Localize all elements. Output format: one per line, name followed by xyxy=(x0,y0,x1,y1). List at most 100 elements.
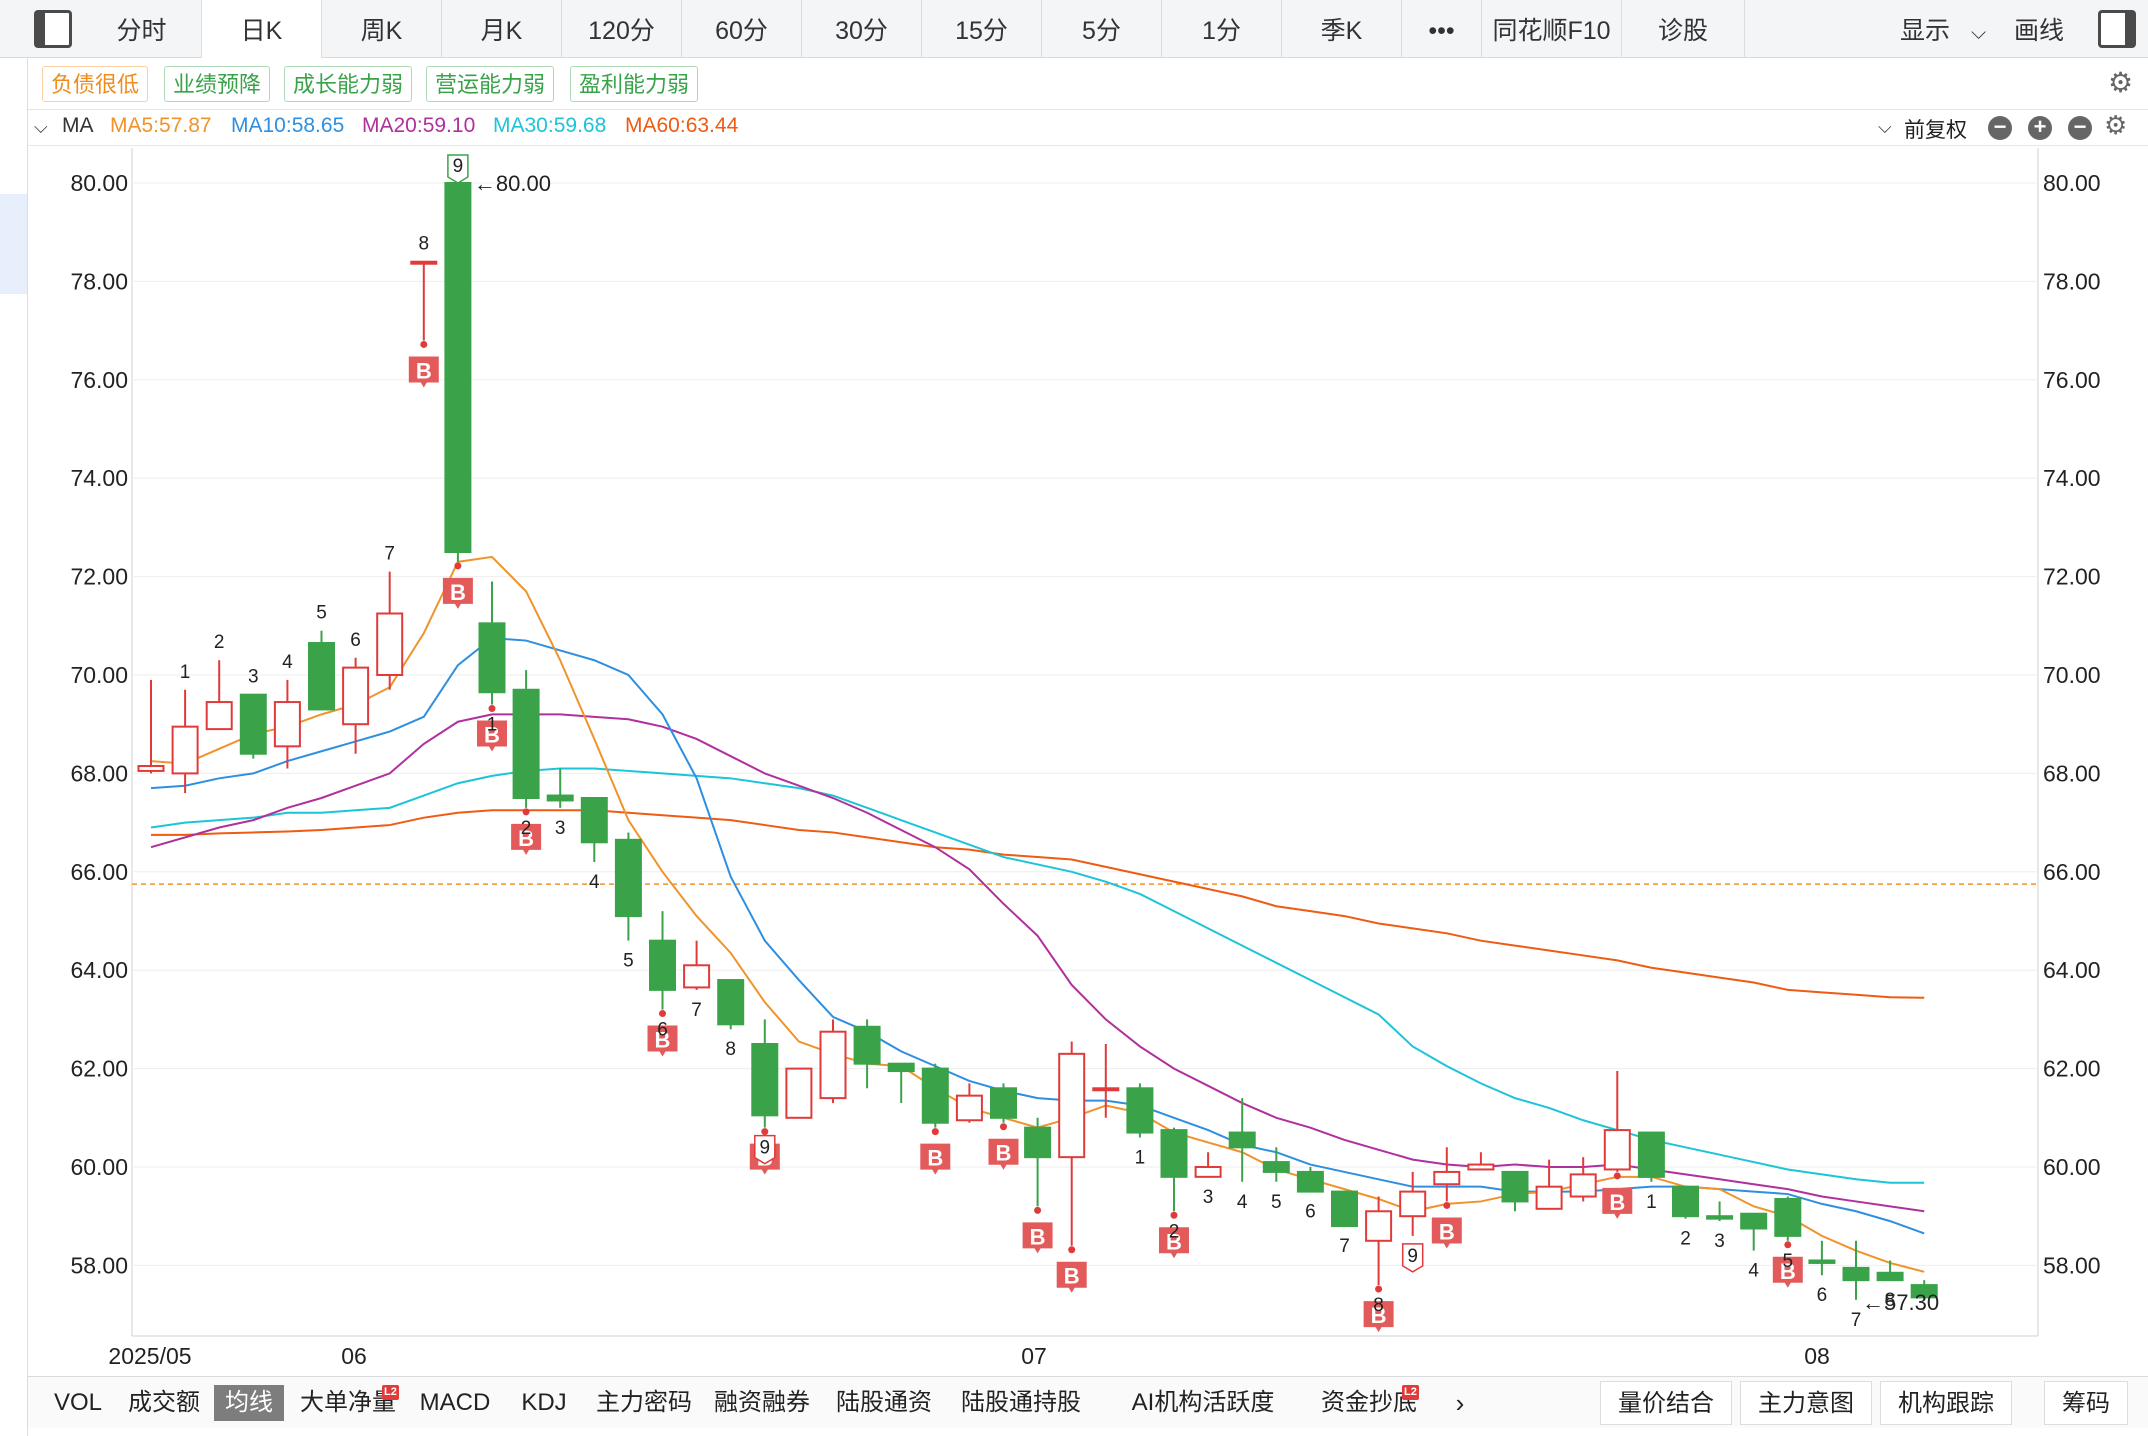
right-panel-toggle-icon[interactable] xyxy=(2098,10,2136,48)
y-tick-label-left: 60.00 xyxy=(70,1154,128,1180)
b-marker-dot xyxy=(1068,1246,1076,1254)
indicator-tab[interactable]: 大单净量 xyxy=(300,1389,396,1416)
zoom-out-icon[interactable]: − xyxy=(1988,116,2012,140)
ma-settings-gear-icon[interactable]: ⚙ xyxy=(2104,110,2128,140)
tab-7[interactable]: 30分 xyxy=(802,0,922,58)
candle xyxy=(239,693,267,759)
indicator-tab[interactable]: 主力密码 xyxy=(596,1389,692,1416)
tab-12[interactable]: ••• xyxy=(1402,0,1482,58)
b-marker-dot xyxy=(761,1128,769,1136)
b-marker-label: B xyxy=(927,1146,943,1171)
tab-4[interactable]: 月K xyxy=(442,0,562,58)
stock-tag[interactable]: 成长能力弱 xyxy=(284,66,413,102)
analysis-button[interactable]: 机构跟踪 xyxy=(1880,1381,2012,1425)
tab-13[interactable]: 同花顺F10 xyxy=(1482,0,1622,58)
b-marker-dot xyxy=(1000,1123,1007,1131)
collapse-chevron-icon[interactable]: ⌵ xyxy=(34,117,48,137)
indicator-tab[interactable]: 陆股通持股 xyxy=(961,1389,1081,1416)
indicator-tab[interactable]: MACD xyxy=(419,1389,491,1416)
b-marker-label: B xyxy=(1166,1229,1182,1254)
y-tick-label-right: 74.00 xyxy=(2043,465,2101,491)
sequence-count-label: 4 xyxy=(1748,1261,1759,1282)
y-tick-label-left: 58.00 xyxy=(70,1252,128,1278)
analysis-button[interactable]: 筹码 xyxy=(2044,1381,2128,1425)
remove-indicator-icon[interactable]: − xyxy=(2068,116,2092,140)
sequence-count-label: 8 xyxy=(1373,1295,1384,1316)
y-tick-label-right: 66.00 xyxy=(2043,859,2101,885)
display-menu-button[interactable]: 显示 ⌵ xyxy=(1900,0,1986,58)
analysis-button[interactable]: 主力意图 xyxy=(1740,1381,1872,1425)
indicator-tab[interactable]: 均线 xyxy=(214,1385,284,1421)
draw-line-button[interactable]: 画线 xyxy=(2014,17,2065,45)
indicator-tab[interactable]: AI机构活跃度 xyxy=(1131,1389,1275,1416)
tab-11[interactable]: 季K xyxy=(1282,0,1402,58)
candle xyxy=(1262,1147,1290,1182)
tab-5[interactable]: 120分 xyxy=(562,0,682,58)
candle xyxy=(1876,1260,1904,1282)
stock-tag[interactable]: 业绩预降 xyxy=(164,66,271,102)
candle xyxy=(921,1063,949,1128)
indicator-tab[interactable]: 成交额 xyxy=(128,1389,200,1416)
tab-6[interactable]: 60分 xyxy=(682,0,802,58)
sequence-count-label: 5 xyxy=(1783,1251,1794,1272)
left-panel-toggle-icon[interactable] xyxy=(34,10,72,48)
candle-body xyxy=(1331,1190,1358,1228)
tab-8[interactable]: 15分 xyxy=(922,0,1042,58)
b-marker-dot xyxy=(659,1010,666,1018)
ma-indicator-label[interactable]: MA xyxy=(62,114,94,137)
indicator-tab[interactable]: 陆股通资金 xyxy=(836,1389,932,1416)
candle xyxy=(342,657,370,754)
tab-14[interactable]: 诊股 xyxy=(1622,0,1745,58)
candle xyxy=(410,260,438,341)
candle xyxy=(1160,1127,1188,1212)
chevron-right-icon[interactable]: › xyxy=(1455,1388,1465,1418)
b-marker-dot xyxy=(1375,1285,1383,1293)
candle xyxy=(1296,1167,1324,1193)
indicator-tab[interactable]: 资金抄底 xyxy=(1321,1389,1417,1416)
tab-10[interactable]: 1分 xyxy=(1162,0,1282,58)
candle-body xyxy=(990,1087,1017,1119)
candle xyxy=(444,182,472,562)
candle-body xyxy=(785,1067,813,1119)
stock-tag[interactable]: 负债很低 xyxy=(42,66,149,102)
x-tick-label: 06 xyxy=(341,1343,367,1369)
indicator-tab[interactable]: VOL xyxy=(53,1389,103,1416)
gear-icon[interactable]: ⚙ xyxy=(2108,67,2134,98)
y-tick-label-right: 76.00 xyxy=(2043,367,2101,393)
y-tick-label-left: 70.00 xyxy=(70,662,128,688)
candle xyxy=(1706,1201,1734,1222)
adjust-mode-select[interactable]: 前复权 xyxy=(1904,119,1967,142)
sequence-count-label: 7 xyxy=(384,544,395,565)
candle xyxy=(751,1019,779,1128)
zoom-in-icon[interactable]: + xyxy=(2028,116,2052,140)
candle-body xyxy=(921,1067,949,1124)
tab-2[interactable]: 日K xyxy=(202,0,322,58)
b-marker-label: B xyxy=(450,580,466,605)
indicator-tab[interactable]: KDJ xyxy=(521,1389,567,1416)
y-tick-label-right: 80.00 xyxy=(2043,170,2101,196)
adjust-chevron-icon: ⌵ xyxy=(1878,117,1892,137)
y-tick-label-right: 64.00 xyxy=(2043,957,2101,983)
candle xyxy=(683,940,711,990)
candle-body xyxy=(1535,1185,1563,1210)
l2-badge: L2 xyxy=(1402,1385,1419,1400)
tab-3[interactable]: 周K xyxy=(322,0,442,58)
stock-tag[interactable]: 盈利能力弱 xyxy=(570,66,699,102)
stock-tag[interactable]: 营运能力弱 xyxy=(426,66,555,102)
sequence-count-label: 8 xyxy=(1885,1290,1896,1311)
candle-body xyxy=(512,688,540,800)
candle-body xyxy=(1706,1215,1734,1220)
tab-1[interactable]: 分时 xyxy=(82,0,202,58)
candle-body xyxy=(1569,1173,1597,1198)
tab-9[interactable]: 5分 xyxy=(1042,0,1162,58)
indicator-tab[interactable]: 融资融券 xyxy=(714,1389,810,1416)
sequence-count-label: 3 xyxy=(248,667,259,688)
candle-body xyxy=(1194,1166,1222,1178)
candle xyxy=(1672,1185,1699,1219)
candle-body xyxy=(273,701,301,748)
b-marker-tag xyxy=(647,1025,678,1057)
candle-body xyxy=(853,1025,881,1065)
sequence-nine-tag xyxy=(447,154,469,184)
analysis-button[interactable]: 量价结合 xyxy=(1600,1381,1732,1425)
